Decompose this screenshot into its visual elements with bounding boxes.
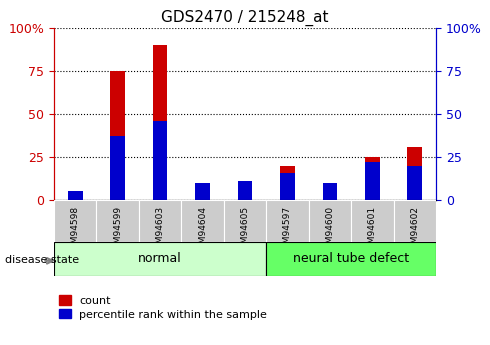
Bar (195, 186, 210, 200)
Bar (224, 200, 266, 242)
Bar (152, 121, 168, 200)
Bar (365, 162, 380, 200)
Bar (393, 200, 436, 242)
Bar (266, 241, 436, 276)
Bar (238, 181, 252, 200)
Bar (110, 136, 125, 200)
Bar (280, 172, 295, 200)
Text: normal: normal (138, 252, 182, 265)
Bar (322, 186, 337, 200)
Bar (280, 166, 295, 200)
Bar (54, 200, 97, 242)
Bar (266, 200, 309, 242)
Bar (110, 71, 125, 200)
Bar (351, 200, 393, 242)
Bar (407, 166, 422, 200)
Text: GSM94599: GSM94599 (113, 206, 122, 255)
Text: GSM94597: GSM94597 (283, 206, 292, 255)
Text: GSM94602: GSM94602 (410, 206, 419, 255)
Text: GSM94605: GSM94605 (241, 206, 249, 255)
Legend: count, percentile rank within the sample: count, percentile rank within the sample (59, 295, 268, 319)
Text: GSM94604: GSM94604 (198, 206, 207, 255)
Text: neural tube defect: neural tube defect (293, 252, 409, 265)
Text: GSM94598: GSM94598 (71, 206, 80, 255)
Bar (309, 200, 351, 242)
Text: disease state: disease state (5, 256, 79, 265)
Bar (365, 157, 380, 200)
Title: GDS2470 / 215248_at: GDS2470 / 215248_at (161, 10, 329, 26)
Bar (97, 200, 139, 242)
Text: GSM94601: GSM94601 (368, 206, 377, 255)
Bar (68, 191, 82, 200)
Bar (139, 200, 181, 242)
Bar (181, 200, 224, 242)
Bar (152, 45, 168, 200)
Bar (238, 186, 252, 200)
Text: GSM94600: GSM94600 (325, 206, 335, 255)
Bar (54, 241, 266, 276)
Bar (322, 183, 337, 200)
Text: GSM94603: GSM94603 (155, 206, 165, 255)
Bar (195, 183, 210, 200)
Bar (407, 147, 422, 200)
